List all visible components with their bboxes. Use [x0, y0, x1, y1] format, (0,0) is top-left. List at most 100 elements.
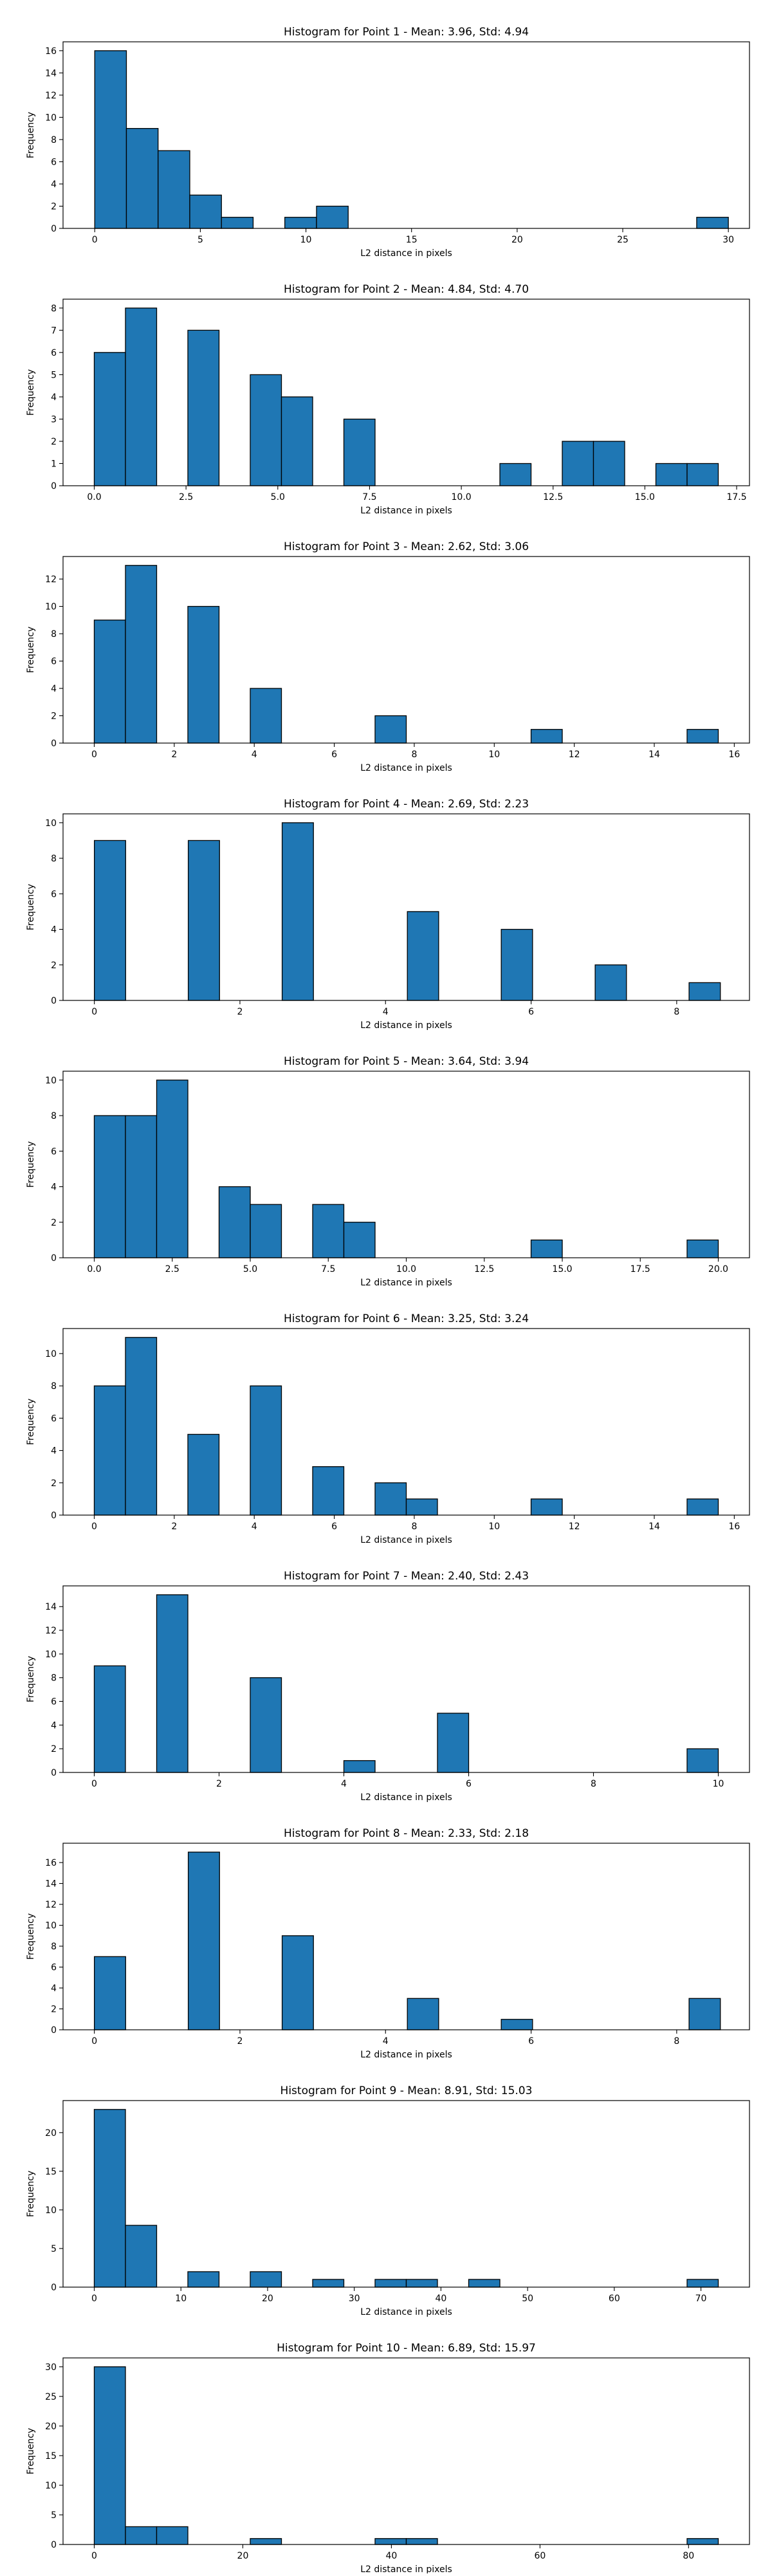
- y-tick-label: 12: [45, 1626, 57, 1636]
- y-tick-label: 12: [45, 575, 57, 585]
- histogram-bar: [125, 1115, 158, 1258]
- y-tick-label: 20: [45, 2128, 57, 2139]
- y-tick-label: 0: [51, 481, 57, 492]
- y-tick-label: 8: [51, 629, 57, 639]
- histogram-bar: [156, 1594, 188, 1773]
- x-tick-label: 2: [216, 1779, 222, 1789]
- axes-frame: [62, 1843, 750, 2030]
- y-tick-label: 2: [51, 1744, 57, 1754]
- x-tick-label: 17.5: [726, 492, 746, 502]
- histogram-bar: [250, 1385, 282, 1516]
- x-tick-label: 0: [91, 750, 97, 760]
- x-tick-label: 40: [435, 2294, 446, 2304]
- x-tick-label: 20: [511, 235, 523, 245]
- histogram-bar: [125, 127, 159, 229]
- histogram-panel-1: Histogram for Point 1 - Mean: 3.96, Std:…: [26, 26, 750, 259]
- histogram-bar: [250, 1204, 282, 1258]
- x-tick-label: 30: [722, 235, 734, 245]
- y-tick-label: 4: [51, 1720, 57, 1731]
- histogram-bar: [189, 194, 222, 229]
- y-tick-label: 0: [51, 1511, 57, 1521]
- x-tick-label: 2: [171, 750, 177, 760]
- histogram-bar: [407, 911, 439, 1001]
- y-tick-label: 20: [45, 2422, 57, 2432]
- x-tick-label: 16: [728, 1522, 740, 1532]
- histogram-bar: [281, 822, 314, 1001]
- y-tick-label: 2: [51, 437, 57, 447]
- histogram-bar: [156, 2526, 188, 2545]
- y-tick-label: 0: [51, 1253, 57, 1264]
- y-tick-label: 2: [51, 1478, 57, 1489]
- histogram-bar: [501, 2019, 533, 2030]
- x-tick-label: 7.5: [362, 492, 376, 502]
- x-tick-label: 0: [91, 1007, 97, 1017]
- histogram-bar: [93, 1385, 126, 1516]
- y-tick-label: 10: [45, 818, 57, 829]
- x-tick-label: 8: [674, 2036, 679, 2047]
- histogram-bar: [530, 1498, 563, 1516]
- y-tick-label: 10: [45, 1076, 57, 1086]
- chart-title: Histogram for Point 2 - Mean: 4.84, Std:…: [284, 283, 529, 296]
- x-tick-label: 4: [252, 750, 257, 760]
- y-axis-label: Frequency: [26, 2171, 36, 2217]
- histogram-panel-10: Histogram for Point 10 - Mean: 6.89, Std…: [26, 2342, 750, 2575]
- y-tick-label: 5: [51, 2244, 57, 2254]
- y-axis-label: Frequency: [26, 369, 36, 416]
- x-axis-label: L2 distance in pixels: [360, 2564, 452, 2573]
- y-axis-label: Frequency: [26, 1399, 36, 1445]
- y-tick-label: 6: [51, 1146, 57, 1157]
- histogram-bar: [125, 565, 158, 744]
- y-tick-label: 8: [51, 854, 57, 864]
- y-tick-label: 25: [45, 2392, 57, 2402]
- histogram-bar: [405, 1498, 438, 1516]
- y-axis-label: Frequency: [26, 112, 36, 158]
- chart-title: Histogram for Point 1 - Mean: 3.96, Std:…: [284, 26, 529, 39]
- x-tick-label: 2: [171, 1522, 177, 1532]
- histogram-panel-4: Histogram for Point 4 - Mean: 2.69, Std:…: [26, 798, 750, 1031]
- x-tick-label: 80: [683, 2551, 694, 2561]
- histogram-bar: [94, 1956, 126, 2030]
- histogram-bar: [696, 217, 729, 229]
- x-tick-label: 10.0: [452, 492, 472, 502]
- x-tick-label: 70: [695, 2294, 707, 2304]
- x-tick-label: 6: [528, 1007, 534, 1017]
- y-tick-label: 0: [51, 2025, 57, 2036]
- x-tick-label: 4: [252, 1522, 257, 1532]
- x-axis-label: L2 distance in pixels: [360, 1792, 452, 1803]
- histogram-bar: [94, 50, 127, 229]
- x-tick-label: 17.5: [630, 1264, 650, 1274]
- histogram-bar: [374, 2538, 407, 2545]
- x-axis-label: L2 distance in pixels: [360, 248, 452, 259]
- chart-title: Histogram for Point 6 - Mean: 3.25, Std:…: [284, 1312, 529, 1325]
- x-tick-label: 6: [331, 1522, 337, 1532]
- chart-title: Histogram for Point 9 - Mean: 8.91, Std:…: [280, 2084, 533, 2097]
- histogram-bar: [93, 1115, 126, 1258]
- histogram-bar: [686, 2538, 719, 2545]
- x-axis-label: L2 distance in pixels: [360, 1020, 452, 1031]
- histogram-bar: [187, 329, 220, 486]
- y-tick-label: 0: [51, 1768, 57, 1778]
- histogram-bar: [343, 418, 376, 486]
- histogram-bar: [125, 1337, 158, 1516]
- y-tick-label: 14: [45, 68, 57, 78]
- histogram-bar: [125, 2526, 158, 2545]
- axes-frame: [62, 299, 750, 486]
- histogram-panel-6: Histogram for Point 6 - Mean: 3.25, Std:…: [26, 1312, 750, 1545]
- histogram-bar: [156, 1080, 188, 1258]
- y-tick-label: 4: [51, 925, 57, 935]
- y-tick-label: 7: [51, 326, 57, 336]
- x-axis-label: L2 distance in pixels: [360, 1278, 452, 1288]
- y-tick-label: 8: [51, 1942, 57, 1952]
- x-tick-label: 4: [341, 1779, 347, 1789]
- y-tick-label: 5: [51, 2510, 57, 2521]
- histogram-panel-7: Histogram for Point 7 - Mean: 2.40, Std:…: [26, 1570, 750, 1803]
- histogram-bar: [221, 217, 254, 229]
- x-tick-label: 60: [534, 2551, 546, 2561]
- histogram-bar: [316, 205, 349, 229]
- y-axis-label: Frequency: [26, 1656, 36, 1702]
- histogram-bar: [530, 729, 563, 744]
- axes-frame: [62, 2357, 750, 2545]
- histogram-bar: [374, 2279, 407, 2288]
